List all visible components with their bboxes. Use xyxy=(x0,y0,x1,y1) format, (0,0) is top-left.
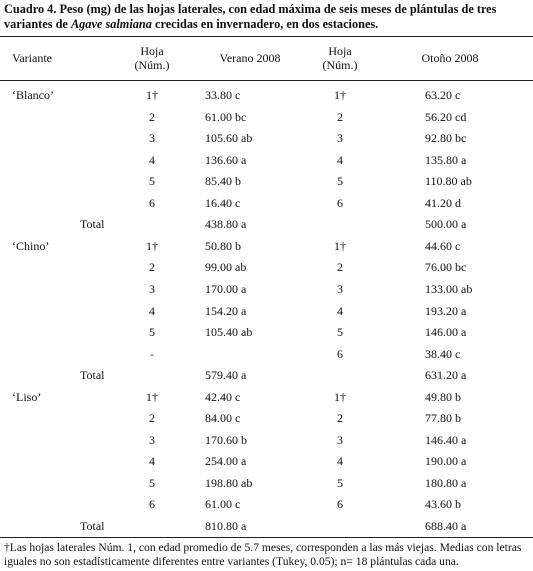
cell-hoja2: 4 xyxy=(337,454,343,469)
cell-hoja1: - xyxy=(150,346,154,361)
cell-hoja1: 3 xyxy=(149,432,155,447)
cell-total: Total xyxy=(80,519,105,533)
cell-otono: 190.00 a xyxy=(425,454,467,469)
cell-hoja1: 4 xyxy=(149,454,155,469)
cell-verano: 438.80 a xyxy=(205,217,247,232)
cell-hoja1: 1† xyxy=(146,88,158,102)
cell-verano: 105.60 ab xyxy=(205,131,253,146)
caption-tail: crecidas en invernadero, en dos estacion… xyxy=(151,17,379,31)
cell-otono: 180.80 a xyxy=(425,475,467,490)
cell-otono: 41.20 d xyxy=(425,195,461,210)
cell-otono: 500.00 a xyxy=(425,217,467,232)
cell-hoja1: 4 xyxy=(149,303,155,318)
cell-hoja1: 2 xyxy=(149,411,155,426)
cell-otono: 133.00 ab xyxy=(425,281,473,296)
cell-verano: 99.00 ab xyxy=(205,260,247,275)
cell-hoja2: 5 xyxy=(337,475,343,490)
cell-hoja2: 2 xyxy=(337,411,343,426)
cell-hoja2: 6 xyxy=(337,497,343,512)
cell-otono: 135.80 a xyxy=(425,152,467,167)
cell-otono: 76.00 bc xyxy=(425,260,467,275)
cell-hoja2: 6 xyxy=(337,346,343,361)
cell-verano: 254.00 a xyxy=(205,454,247,469)
cell-hoja1: 1† xyxy=(146,389,158,404)
cell-verano: 16.40 c xyxy=(205,195,241,210)
cell-otono: 49.80 b xyxy=(425,389,461,404)
cell-hoja1: 2 xyxy=(149,260,155,275)
caption: Cuadro 4. Peso (mg) de las hojas lateral… xyxy=(4,2,529,32)
cell-hoja1: 3 xyxy=(149,131,155,146)
cell-hoja1: 2 xyxy=(149,109,155,124)
cell-hoja2: 2 xyxy=(337,109,343,124)
cell-otono: 688.40 a xyxy=(425,519,467,533)
footnote: †Las hojas laterales Núm. 1, con edad pr… xyxy=(4,541,522,568)
cell-hoja1: 6 xyxy=(149,195,155,210)
cell-hoja1: 1† xyxy=(146,238,158,253)
cell-hoja2: 6 xyxy=(337,195,343,210)
header-rule xyxy=(0,80,533,81)
cell-otono: 77.80 b xyxy=(425,411,461,426)
cell-hoja1: 5 xyxy=(149,174,155,189)
cell-variante: ‘Blanco’ xyxy=(12,88,54,102)
cell-verano: 42.40 c xyxy=(205,389,241,404)
cell-verano: 810.80 a xyxy=(205,519,247,533)
cell-otono: 146.00 a xyxy=(425,325,467,340)
cell-verano: 105.40 ab xyxy=(205,325,253,340)
cell-hoja2: 3 xyxy=(337,131,343,146)
cell-hoja2: 3 xyxy=(337,281,343,296)
cell-otono: 44.60 c xyxy=(425,238,461,253)
header-hoja: Hoja xyxy=(328,44,352,58)
cell-otono: 110.80 ab xyxy=(425,174,472,189)
cell-verano: 136.60 a xyxy=(205,152,247,167)
cell-verano: 170.60 b xyxy=(205,432,247,447)
cell-hoja2: 4 xyxy=(337,152,343,167)
cell-otono: 63.20 c xyxy=(425,88,461,102)
header-hoja: Hoja xyxy=(140,44,164,58)
header-variante: Variante xyxy=(12,51,52,65)
cell-verano: 579.40 a xyxy=(205,368,247,383)
cell-otono: 56.20 cd xyxy=(425,109,467,124)
cell-verano: 61.00 bc xyxy=(205,109,247,124)
cell-hoja2: 2 xyxy=(337,260,343,275)
header-otono: Otoño 2008 xyxy=(421,51,479,65)
cell-hoja2: 1† xyxy=(334,238,346,253)
cell-otono: 146.40 a xyxy=(425,432,467,447)
caption-lead: Cuadro 4. Peso (mg) de las hojas lateral… xyxy=(4,2,497,31)
header-hoja: (Núm.) xyxy=(322,58,358,72)
cell-verano: 198.80 ab xyxy=(205,475,253,490)
cell-verano: 33.80 c xyxy=(205,88,241,102)
cell-otono: 631.20 a xyxy=(425,368,467,383)
bottom-rule xyxy=(0,537,533,538)
cell-hoja2: 5 xyxy=(337,325,343,340)
cell-hoja1: 6 xyxy=(149,497,155,512)
cell-hoja1: 5 xyxy=(149,475,155,490)
cell-variante: ‘Liso’ xyxy=(12,389,42,404)
cell-hoja1: 5 xyxy=(149,325,155,340)
cell-total: Total xyxy=(80,217,105,232)
cell-otono: 43.60 b xyxy=(425,497,461,512)
cell-hoja1: 4 xyxy=(149,152,155,167)
cell-verano: 154.20 a xyxy=(205,303,247,318)
cell-verano: 170.00 a xyxy=(205,281,247,296)
cell-hoja2: 5 xyxy=(337,174,343,189)
cell-hoja2: 3 xyxy=(337,432,343,447)
cell-verano: 84.00 c xyxy=(205,411,241,426)
cell-variante: ‘Chino’ xyxy=(12,238,50,253)
cell-verano: 50.80 b xyxy=(205,238,241,253)
caption-species: Agave salmiana xyxy=(70,17,152,31)
cell-hoja2: 1† xyxy=(334,88,346,102)
cell-otono: 193.20 a xyxy=(425,303,467,318)
cell-verano: 85.40 b xyxy=(205,174,241,189)
cell-total: Total xyxy=(80,368,105,383)
cell-verano: 61.00 c xyxy=(205,497,241,512)
cell-otono: 92.80 bc xyxy=(425,131,467,146)
cell-hoja2: 1† xyxy=(334,389,346,404)
top-rule xyxy=(0,36,533,37)
header-verano: Verano 2008 xyxy=(219,51,281,65)
cell-hoja1: 3 xyxy=(149,281,155,296)
cell-otono: 38.40 c xyxy=(425,346,461,361)
cell-hoja2: 4 xyxy=(337,303,343,318)
header-hoja: (Núm.) xyxy=(134,58,170,72)
